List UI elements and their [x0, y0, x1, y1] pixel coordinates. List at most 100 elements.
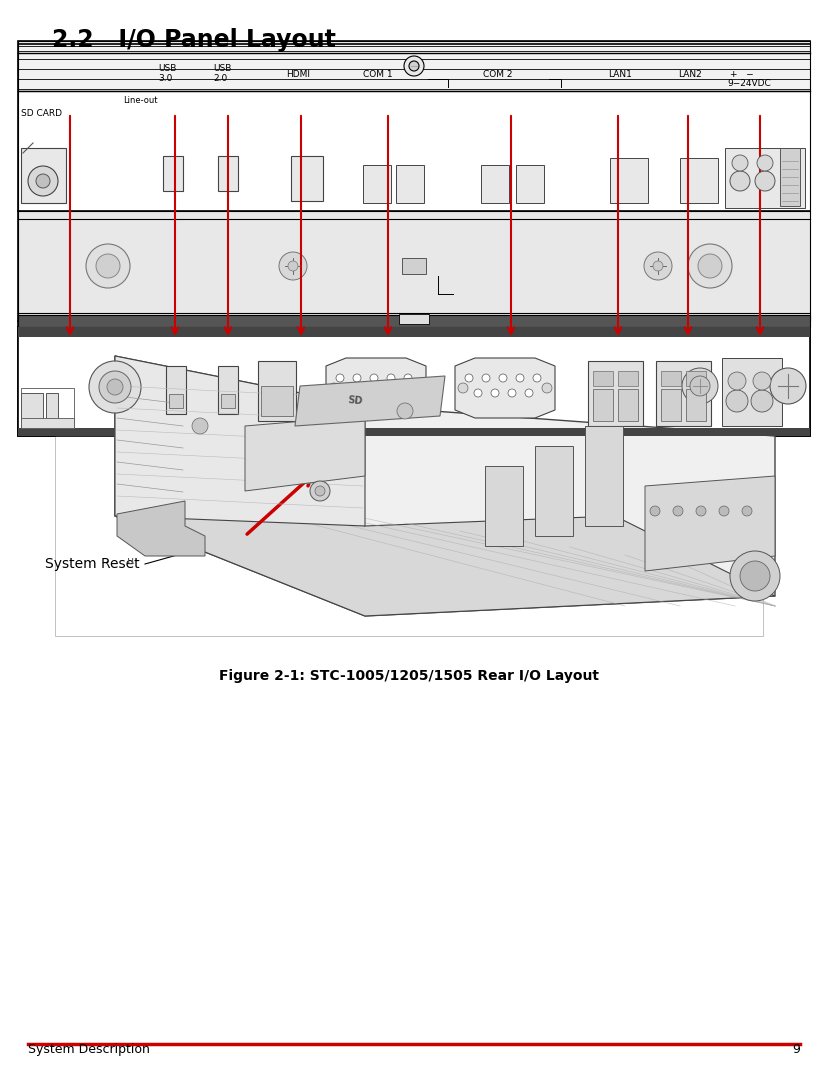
Bar	[617, 389, 638, 421]
Text: COM 1: COM 1	[362, 70, 392, 79]
Circle shape	[370, 374, 378, 382]
Circle shape	[752, 372, 770, 390]
Bar	[18, 83, 809, 93]
Polygon shape	[644, 476, 774, 571]
Bar	[686, 389, 705, 421]
Circle shape	[729, 171, 749, 191]
Bar	[21, 418, 74, 428]
Bar	[660, 389, 680, 421]
Text: SD CARD: SD CARD	[21, 109, 62, 118]
Circle shape	[36, 174, 50, 188]
Polygon shape	[115, 356, 774, 616]
Bar	[46, 393, 58, 421]
Text: System Reset: System Reset	[45, 557, 140, 571]
Bar	[18, 211, 809, 321]
Bar	[402, 258, 425, 274]
Circle shape	[352, 374, 361, 382]
Bar	[261, 386, 293, 416]
Circle shape	[725, 390, 747, 412]
Polygon shape	[245, 416, 365, 491]
Circle shape	[653, 261, 662, 272]
Text: HDMI: HDMI	[285, 70, 309, 79]
Bar	[21, 393, 43, 421]
Circle shape	[741, 506, 751, 516]
Circle shape	[279, 252, 307, 280]
Bar	[395, 165, 423, 203]
Circle shape	[86, 244, 130, 288]
Bar	[21, 388, 74, 428]
Text: LAN1: LAN1	[607, 70, 631, 79]
Circle shape	[649, 506, 659, 516]
Circle shape	[731, 155, 747, 171]
Text: LAN2: LAN2	[677, 70, 701, 79]
Bar	[609, 157, 648, 203]
Circle shape	[361, 389, 370, 397]
Bar	[18, 41, 809, 91]
Circle shape	[490, 389, 499, 397]
Bar	[779, 148, 799, 206]
Text: Figure 2-1: STC-1005/1205/1505 Rear I/O Layout: Figure 2-1: STC-1005/1205/1505 Rear I/O …	[218, 669, 598, 683]
Polygon shape	[326, 358, 425, 418]
Bar	[585, 426, 622, 526]
Circle shape	[314, 487, 325, 496]
Text: SD: SD	[347, 395, 362, 406]
Bar	[515, 165, 543, 203]
Bar	[18, 43, 809, 53]
Polygon shape	[115, 476, 774, 616]
Circle shape	[681, 368, 717, 404]
Circle shape	[542, 383, 552, 393]
Circle shape	[718, 506, 728, 516]
Circle shape	[729, 551, 779, 601]
Bar	[724, 148, 804, 209]
Circle shape	[754, 171, 774, 191]
Circle shape	[481, 374, 490, 382]
Circle shape	[396, 403, 413, 419]
Bar	[258, 361, 295, 421]
Circle shape	[750, 390, 772, 412]
Circle shape	[457, 383, 467, 393]
Bar	[21, 148, 66, 203]
Bar	[18, 41, 809, 435]
Bar	[55, 336, 762, 636]
Polygon shape	[117, 501, 205, 556]
Text: Line-out: Line-out	[123, 96, 157, 105]
Text: +   −: + −	[729, 70, 753, 79]
Circle shape	[739, 561, 769, 591]
Bar	[592, 389, 612, 421]
Bar	[362, 165, 390, 203]
Circle shape	[689, 376, 709, 396]
Circle shape	[515, 374, 523, 382]
Circle shape	[99, 371, 131, 403]
Circle shape	[345, 389, 352, 397]
Circle shape	[508, 389, 515, 397]
Bar	[587, 361, 643, 426]
Circle shape	[473, 389, 481, 397]
Circle shape	[309, 481, 330, 501]
Text: COM 2: COM 2	[482, 70, 512, 79]
Circle shape	[727, 372, 745, 390]
Circle shape	[413, 383, 423, 393]
Bar	[18, 327, 809, 435]
Bar	[721, 358, 781, 426]
Polygon shape	[115, 356, 184, 516]
Bar	[165, 366, 186, 414]
Circle shape	[409, 61, 418, 71]
Polygon shape	[294, 376, 444, 426]
Circle shape	[96, 254, 120, 278]
Bar	[485, 466, 523, 546]
Circle shape	[643, 252, 672, 280]
Circle shape	[88, 361, 141, 413]
Circle shape	[533, 374, 540, 382]
Bar	[679, 157, 717, 203]
Circle shape	[386, 374, 394, 382]
Circle shape	[769, 368, 805, 404]
Bar	[18, 91, 809, 211]
Text: System Description: System Description	[28, 1043, 150, 1056]
Circle shape	[756, 155, 772, 171]
Bar	[18, 53, 809, 63]
Circle shape	[672, 506, 682, 516]
Bar	[592, 371, 612, 386]
Circle shape	[465, 374, 472, 382]
Circle shape	[499, 374, 506, 382]
Circle shape	[28, 166, 58, 195]
